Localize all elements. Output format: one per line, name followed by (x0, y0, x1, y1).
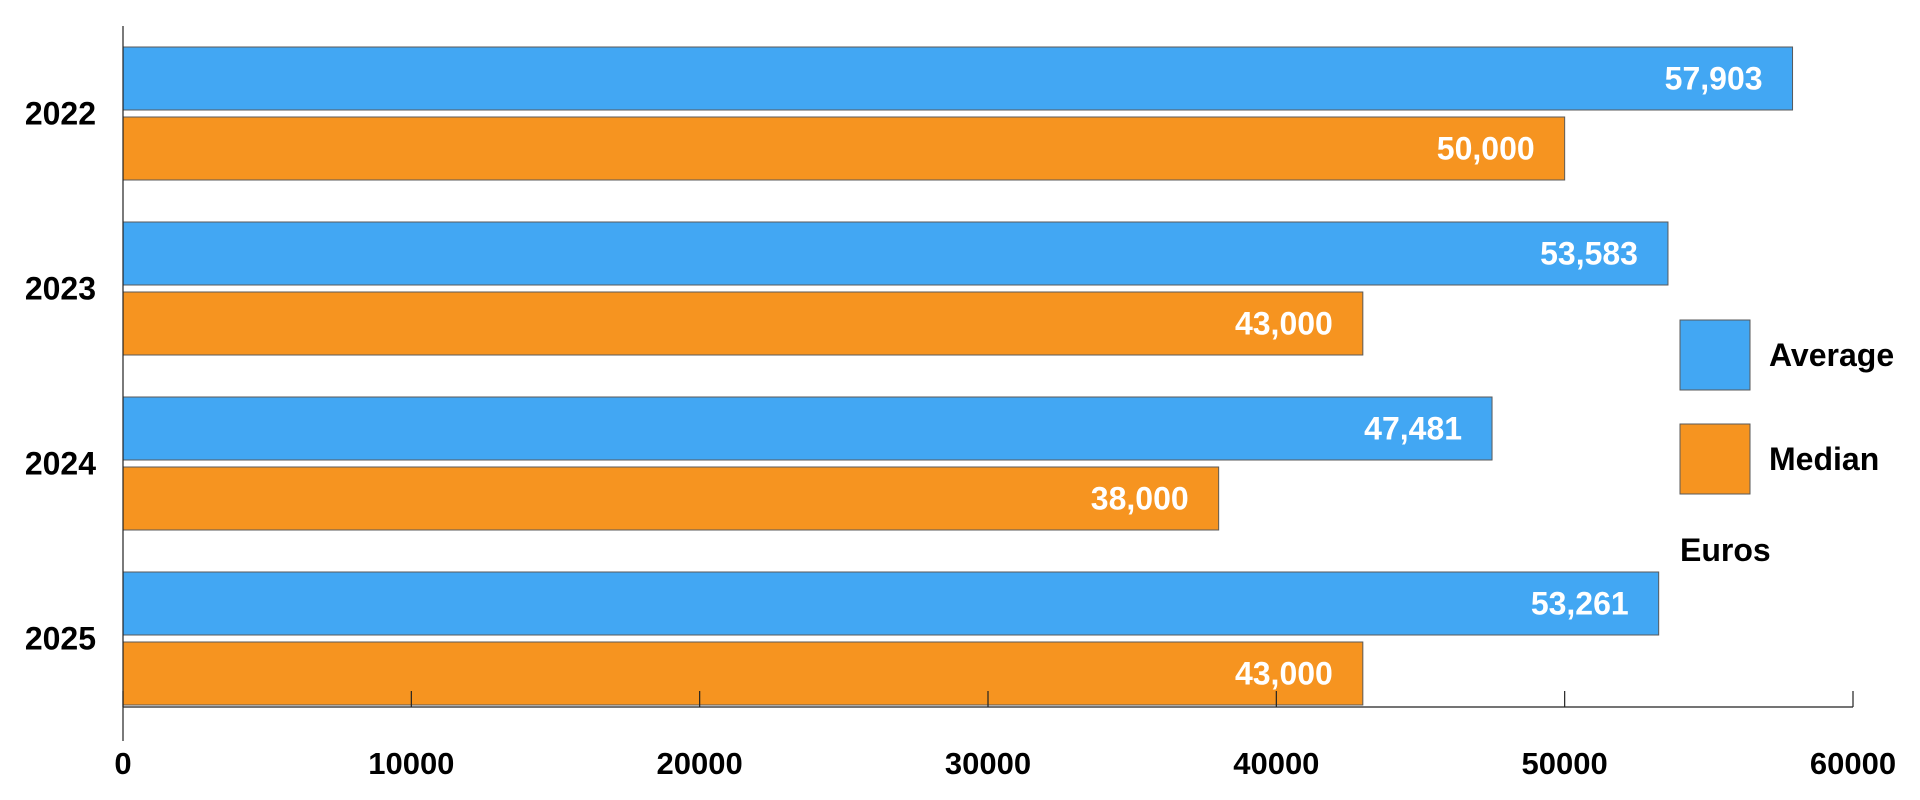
x-tick-label-20000: 20000 (657, 746, 743, 781)
category-label-2023: 2023 (25, 271, 96, 307)
bar-label-median-2022: 50,000 (1437, 131, 1535, 167)
x-tick-label-30000: 30000 (945, 746, 1031, 781)
bar-average-2022 (122, 46, 1794, 111)
x-tick-label-60000: 60000 (1810, 746, 1896, 781)
bar-average-2023 (122, 221, 1669, 286)
bar-label-average-2022: 57,903 (1665, 61, 1763, 97)
x-tick-label-0: 0 (114, 746, 131, 781)
category-label-2022: 2022 (25, 96, 96, 132)
bar-median-2023 (122, 291, 1364, 356)
bar-label-average-2023: 53,583 (1540, 236, 1638, 272)
bar-average-2025 (122, 571, 1660, 636)
bar-average-2024 (122, 396, 1493, 461)
x-tick-label-50000: 50000 (1522, 746, 1608, 781)
bars-group (122, 46, 1794, 706)
bar-label-average-2025: 53,261 (1531, 586, 1629, 622)
bar-label-median-2023: 43,000 (1235, 306, 1333, 342)
legend-label-average: Average (1769, 337, 1894, 373)
x-tick-label-10000: 10000 (368, 746, 454, 781)
bar-label-average-2024: 47,481 (1364, 411, 1462, 447)
legend-units-note: Euros (1680, 532, 1771, 568)
legend-label-median: Median (1769, 441, 1879, 477)
category-label-2024: 2024 (25, 446, 96, 482)
legend-swatch-average (1679, 319, 1751, 391)
bar-median-2022 (122, 116, 1566, 181)
x-ticks-group: 0 10000 20000 30000 40000 50000 60000 (114, 691, 1896, 781)
legend: Average Median Euros (1679, 319, 1894, 568)
bar-labels-group: 57,903 50,000 53,583 43,000 47,481 38,000 53,2… (1091, 61, 1763, 692)
x-tick-label-40000: 40000 (1233, 746, 1319, 781)
category-labels-group: 2022 2023 2024 2025 (25, 96, 96, 657)
bar-label-median-2024: 38,000 (1091, 481, 1189, 517)
bar-median-2024 (122, 466, 1220, 531)
legend-swatch-median (1679, 423, 1751, 495)
bar-median-2025 (122, 641, 1364, 706)
category-label-2025: 2025 (25, 621, 96, 657)
bar-label-median-2025: 43,000 (1235, 656, 1333, 692)
